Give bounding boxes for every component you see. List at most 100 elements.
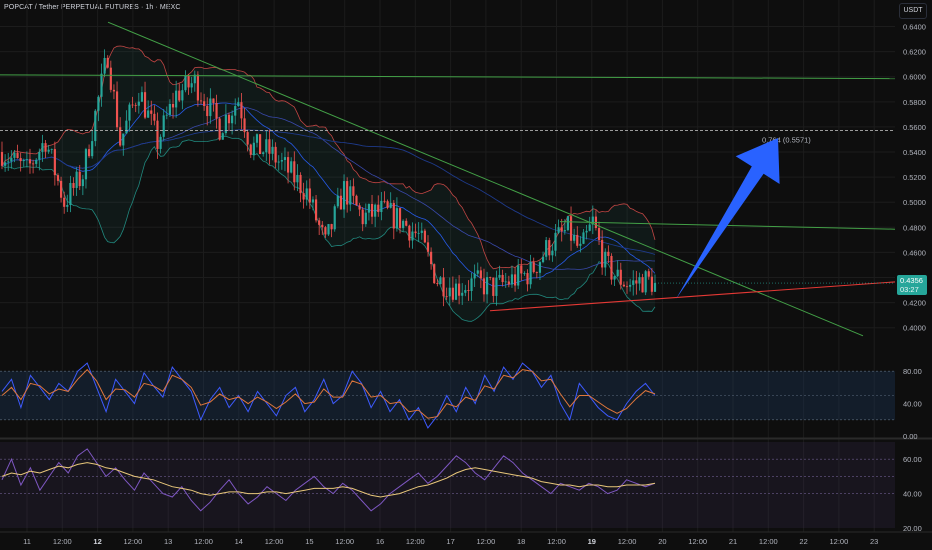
candle-body [50, 149, 53, 150]
candle-body [629, 284, 632, 287]
candle-body [342, 181, 346, 210]
candle-body [63, 197, 66, 207]
candle-body [153, 113, 156, 121]
candle-body [318, 220, 321, 225]
candle-body [311, 199, 315, 203]
candle-body [203, 101, 206, 106]
price-tick-label: 0.4000 [903, 324, 926, 333]
candle-body [249, 144, 252, 155]
candle-body [4, 162, 7, 166]
time-tick-label: 12:00 [335, 537, 354, 546]
candle-body [262, 152, 265, 155]
candle-body [346, 181, 349, 205]
candle-body [212, 98, 215, 103]
candle-body [541, 256, 545, 263]
candle-body [352, 186, 355, 196]
price-tick-label: 0.6000 [903, 73, 926, 82]
candle-body [377, 204, 380, 213]
candle-body [383, 200, 386, 202]
candle-body [548, 240, 551, 256]
candle-body [41, 143, 44, 152]
drawing-overlays[interactable]: 0.764 (0.5571) [0, 21, 896, 337]
candle-body [526, 273, 529, 285]
candle-body [367, 203, 371, 213]
candle-body [333, 206, 336, 230]
candle-body [302, 193, 305, 200]
candle-body [271, 146, 274, 154]
rsi-tick-label: 0.00 [903, 432, 918, 441]
candle-body [417, 232, 420, 234]
candle-body [420, 230, 423, 233]
currency-button[interactable]: USDT [899, 3, 927, 19]
candle-body [268, 139, 271, 154]
candle-body [10, 157, 13, 162]
candle-body [215, 102, 218, 119]
candle-body [650, 276, 653, 292]
time-tick-label: 21 [729, 537, 737, 546]
price-tick-label: 0.6200 [903, 48, 926, 57]
candle-body [585, 230, 588, 233]
candle-body [504, 281, 507, 283]
stoch-tick-label: 60.00 [903, 455, 922, 464]
candle-body [112, 89, 116, 92]
candle-body [330, 224, 333, 230]
candle-body [601, 240, 604, 268]
candle-body [280, 160, 283, 162]
candle-body [513, 274, 517, 286]
price-tick-label: 0.4200 [903, 299, 926, 308]
fib-level-label: 0.764 (0.5571) [762, 136, 811, 145]
candle-body [274, 146, 277, 163]
time-tick-label: 12:00 [688, 537, 707, 546]
candle-body [442, 277, 445, 297]
candle-body [44, 143, 47, 152]
candle-body [398, 208, 402, 229]
candle-body [122, 133, 125, 146]
candle-body [411, 231, 414, 241]
candle-body [283, 157, 287, 161]
candle-body [296, 174, 299, 183]
time-tick-label: 12:00 [830, 537, 849, 546]
candle-body [119, 127, 122, 146]
candle-body [53, 149, 56, 176]
candle-body [532, 262, 535, 273]
candle-body [473, 273, 476, 279]
candle-body [492, 277, 495, 296]
candle-body [81, 179, 84, 187]
candle-body [405, 220, 408, 226]
price-tick-label: 0.5000 [903, 198, 926, 207]
candle-body [557, 227, 560, 233]
candle-body [106, 57, 109, 68]
candle-body [389, 203, 392, 208]
candle-body [290, 161, 293, 173]
axes: 0.6400 0.6200 0.6000 0.5800 0.5600 0.5400 0.52… [0, 23, 932, 546]
candle-body [607, 251, 610, 256]
candle-body [16, 152, 19, 159]
candle-body [255, 134, 259, 143]
candle-body [616, 269, 619, 277]
candle-body [59, 180, 63, 198]
candle-body [485, 277, 489, 295]
candle-body [84, 149, 88, 180]
candle-body [563, 230, 566, 232]
stoch-tick-label: 40.00 [903, 490, 922, 499]
moving-averages [1, 102, 656, 287]
candle-body [482, 278, 486, 295]
candle-body [32, 163, 35, 165]
candle-body [240, 102, 243, 119]
candle-body [451, 287, 454, 300]
candle-body [115, 91, 119, 128]
rsi-panel [0, 362, 895, 429]
candle-body [72, 182, 75, 188]
candle-body [181, 90, 184, 101]
candle-body [392, 203, 395, 229]
time-tick-label: 13 [164, 537, 172, 546]
candle-body [321, 224, 324, 228]
candle-body [430, 251, 433, 265]
candle-body [159, 136, 162, 149]
time-tick-label: 15 [305, 537, 313, 546]
candle-body [576, 234, 579, 246]
candle-body [97, 96, 100, 111]
candle-body [243, 118, 246, 133]
candle-body [374, 204, 377, 217]
